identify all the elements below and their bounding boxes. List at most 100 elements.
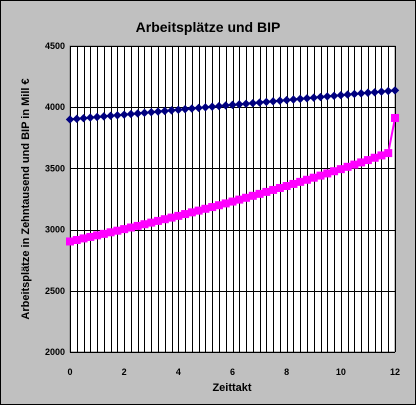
series-2-point [201, 204, 210, 213]
x-tick-label: 0 [67, 367, 72, 377]
series-2-point [160, 215, 169, 224]
series-2-point [79, 234, 88, 243]
series-1-point [370, 88, 379, 97]
series-2-point [133, 221, 142, 230]
series-2-point [248, 191, 257, 200]
series-1-point [167, 106, 176, 115]
series-2-point [269, 185, 278, 194]
series-1-point [140, 108, 149, 118]
x-axis-title: Zeittakt [212, 382, 251, 394]
series-2-point [391, 113, 399, 122]
series-1-point [350, 89, 359, 99]
series-2-point [147, 218, 156, 227]
series-1-point [99, 112, 109, 121]
series-1-point [133, 109, 142, 118]
series-1-point [309, 93, 318, 102]
series-2-point [255, 189, 264, 198]
series-2-point [174, 211, 183, 220]
series-2-point [187, 208, 196, 217]
series-1-point [356, 89, 366, 98]
series-1-point [201, 103, 210, 112]
series-2-point [242, 193, 251, 202]
series-2-point [120, 225, 129, 234]
x-tick-label: 6 [230, 367, 235, 377]
y-tick-label: 3500 [45, 163, 65, 173]
series-2-point [377, 151, 386, 160]
x-tick-label: 4 [176, 367, 181, 377]
series-2-point [330, 167, 339, 176]
series-2-point [370, 153, 379, 162]
series-1-point [241, 99, 251, 108]
series-1-point [174, 105, 183, 114]
series-1-point [296, 94, 305, 104]
series-1-point [329, 91, 339, 101]
series-1-point [207, 102, 217, 111]
series-1-point [275, 96, 285, 105]
series-2-point [296, 177, 305, 186]
series-1-point [248, 98, 258, 108]
x-tick-label: 10 [336, 367, 346, 377]
series-1-point [79, 114, 88, 123]
series-2-point [214, 201, 223, 210]
series-2-point [384, 149, 393, 158]
series-1-point [86, 113, 95, 122]
series-1-point [302, 94, 312, 103]
series-1-point [221, 101, 230, 110]
series-2-point [309, 173, 318, 182]
series-layer [65, 86, 400, 246]
series-1-point [119, 110, 129, 119]
series-1-point [323, 92, 332, 101]
series-1-point [228, 100, 237, 110]
series-2-point [113, 226, 122, 235]
series-2-point [221, 199, 230, 208]
series-2-point [126, 223, 135, 232]
series-1-point [262, 97, 271, 107]
series-2-point [262, 187, 271, 196]
series-2-point [228, 197, 237, 206]
series-2-point [343, 162, 352, 171]
series-2-point [289, 179, 298, 188]
series-1-point [268, 97, 278, 106]
series-2-point [208, 203, 217, 212]
series-1-point [235, 100, 244, 109]
series-1-point [377, 87, 386, 96]
series-1-point [336, 91, 346, 100]
y-tick-label: 4000 [45, 102, 65, 112]
series-1-point [92, 112, 102, 122]
series-1-point [113, 111, 122, 120]
y-axis-title: Arbeitsplätze in Zehntausend und BIP in … [20, 78, 32, 319]
series-2-point [194, 206, 203, 215]
tick-layer: 2000 2500 3000 3500 4000 4500 0 2 4 6 8 10 12 [45, 41, 400, 377]
series-2-point [323, 169, 332, 178]
series-1-point [194, 103, 203, 113]
series-1-point [384, 86, 393, 96]
series-1-point [390, 86, 400, 95]
series-1-point [106, 111, 115, 120]
y-tick-label: 4500 [45, 41, 65, 51]
series-2-point [275, 183, 284, 192]
series-1-point [187, 104, 197, 113]
chart-title: Arbeitsplätze und BIP [136, 19, 281, 35]
series-2-point [93, 231, 102, 240]
series-2-point [140, 220, 149, 229]
series-1-point [282, 95, 291, 105]
y-tick-label: 2500 [45, 286, 65, 296]
x-tick-label: 8 [284, 367, 289, 377]
series-2-point [66, 237, 74, 246]
series-1-point [214, 101, 224, 111]
series-1-point [147, 108, 156, 117]
series-1-point [363, 88, 373, 97]
series-2-point [316, 171, 325, 180]
series-2-point [350, 160, 359, 169]
x-tick-label: 2 [122, 367, 127, 377]
series-1-point [343, 90, 352, 99]
series-2-point [86, 232, 95, 241]
series-2-point [336, 165, 345, 174]
series-1-point [72, 114, 81, 124]
series-1-point [153, 107, 163, 116]
series-2-point [99, 229, 108, 238]
series-2-point [357, 158, 366, 167]
series-2-point [72, 236, 81, 245]
grid-layer [70, 46, 396, 353]
